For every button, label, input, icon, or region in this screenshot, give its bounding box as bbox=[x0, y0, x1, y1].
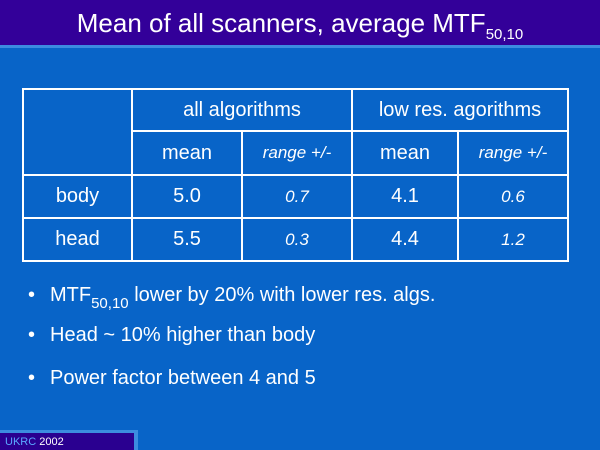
footer-org: UKRC bbox=[5, 436, 37, 448]
footer-year: 2002 bbox=[39, 436, 64, 448]
header-row: mean range +/- mean range +/- bbox=[23, 130, 569, 176]
cell: 4.4 bbox=[351, 217, 459, 262]
bullet-dot: • bbox=[28, 367, 36, 389]
bullet-text: Power factor between 4 and 5 bbox=[50, 367, 316, 389]
footer: UKRC 2002 bbox=[0, 430, 138, 450]
bullet-subscript: 50,10 bbox=[91, 295, 129, 312]
cell: 0.3 bbox=[241, 217, 353, 262]
table: all algorithms low res. agorithms mean r… bbox=[22, 88, 569, 262]
cell: 1.2 bbox=[457, 217, 569, 262]
row-label: head bbox=[22, 217, 133, 262]
column-header: range +/- bbox=[457, 130, 569, 176]
header-row: all algorithms low res. agorithms bbox=[22, 88, 569, 176]
bullet-text: MTF bbox=[50, 284, 92, 306]
table-row: body 5.0 0.7 4.1 0.6 bbox=[22, 174, 569, 219]
bullet: • Head ~ 10% higher than body bbox=[28, 324, 315, 347]
title-text: Mean of all scanners, average MTF bbox=[76, 8, 486, 38]
cell: 5.0 bbox=[131, 174, 243, 219]
corner-cell bbox=[22, 88, 133, 176]
bullet-text: Head ~ 10% higher than body bbox=[50, 324, 316, 346]
table-row: head 5.5 0.3 4.4 1.2 bbox=[22, 217, 569, 262]
group-header: low res. agorithms bbox=[351, 88, 569, 132]
column-header: mean bbox=[351, 130, 459, 176]
title-bar: Mean of all scanners, average MTF50,10 bbox=[0, 0, 600, 48]
column-header: range +/- bbox=[241, 130, 353, 176]
bullet-text: lower by 20% with lower res. algs. bbox=[128, 284, 436, 306]
bullet: • Power factor between 4 and 5 bbox=[28, 367, 316, 390]
title: Mean of all scanners, average MTF50,10 bbox=[0, 8, 600, 42]
row-label: body bbox=[22, 174, 133, 219]
cell: 5.5 bbox=[131, 217, 243, 262]
title-subscript: 50,10 bbox=[485, 26, 524, 43]
bullet-dot: • bbox=[28, 284, 36, 306]
group-header: all algorithms bbox=[131, 88, 353, 132]
cell: 0.6 bbox=[457, 174, 569, 219]
bullet: • MTF50,10 lower by 20% with lower res. a… bbox=[28, 284, 436, 311]
cell: 0.7 bbox=[241, 174, 353, 219]
column-header: mean bbox=[131, 130, 243, 176]
cell: 4.1 bbox=[351, 174, 459, 219]
bullet-dot: • bbox=[28, 324, 36, 346]
